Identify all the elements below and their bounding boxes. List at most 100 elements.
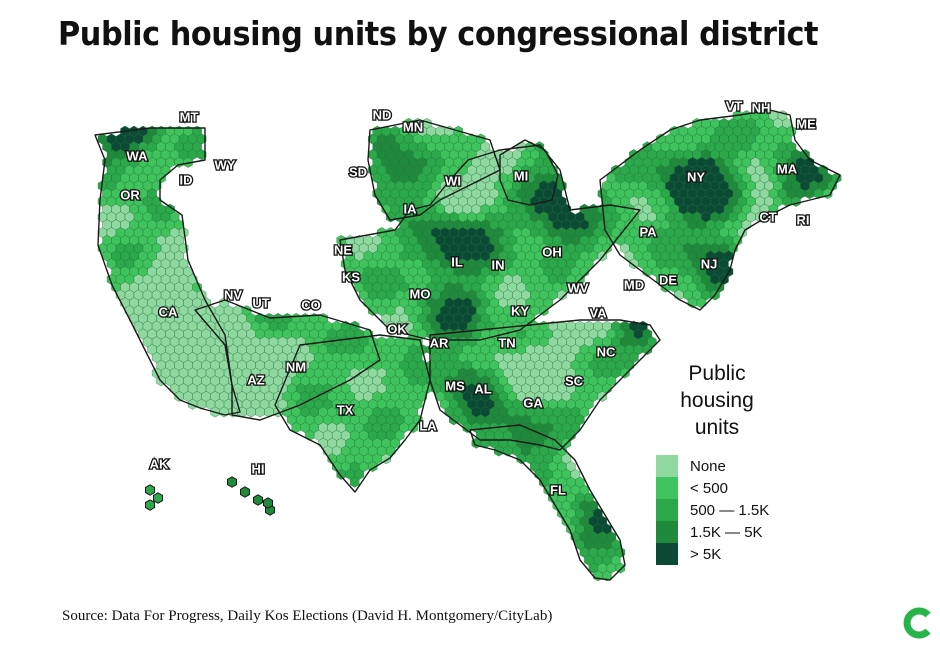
state-label-mo: MO	[410, 286, 431, 301]
state-label-ny: NY	[687, 169, 705, 184]
district-hex	[145, 484, 155, 496]
state-label-wa: WA	[127, 148, 149, 163]
state-label-nm: NM	[286, 359, 306, 374]
state-label-va: VA	[589, 305, 607, 320]
state-label-ks: KS	[342, 269, 360, 284]
legend-swatch	[656, 455, 678, 477]
state-label-oh: OH	[542, 244, 562, 259]
state-label-ia: IA	[404, 201, 418, 216]
state-label-mi: MI	[514, 168, 528, 183]
state-label-sd: SD	[349, 164, 367, 179]
citylab-logo	[903, 607, 931, 639]
district-hex	[615, 562, 626, 574]
state-label-al: AL	[474, 381, 491, 396]
state-label-co: CO	[301, 297, 321, 312]
state-label-il: IL	[451, 254, 463, 269]
legend-title-line: Public	[688, 362, 746, 385]
district-hex	[240, 486, 250, 498]
legend-label: 500 — 1.5K	[690, 501, 770, 519]
state-label-nj: NJ	[701, 256, 718, 271]
source-note: Source: Data For Progress, Daily Kos Ele…	[62, 608, 553, 624]
legend-swatch	[656, 499, 678, 521]
state-label-fl: FL	[550, 482, 566, 497]
state-labels: MT ND MN WA WY ID OR SD WI MI VT NH ME MA NY CT RI PA NJ IA…	[119, 97, 817, 499]
state-border	[94, 127, 241, 416]
state-label-md: MD	[624, 277, 644, 292]
legend-items: None < 500 500 — 1.5K 1.5K — 5K > 5K	[656, 455, 792, 565]
state-label-ms: MS	[445, 378, 465, 393]
state-border	[339, 144, 641, 341]
legend-swatch	[656, 477, 678, 499]
state-label-sc: SC	[565, 373, 584, 388]
state-label-nv: NV	[224, 287, 242, 302]
state-label-ri: RI	[797, 212, 810, 227]
state-label-wy: WY	[215, 157, 236, 172]
state-label-nd: ND	[373, 107, 392, 122]
state-label-ma: MA	[777, 161, 798, 176]
state-label-mn: MN	[403, 119, 423, 134]
state-label-mt: MT	[180, 109, 199, 124]
district-hex	[253, 494, 263, 506]
district-hex	[557, 289, 567, 301]
state-label-la: LA	[419, 418, 437, 433]
legend-label: 1.5K — 5K	[690, 523, 763, 541]
legend-title: Public housing units	[652, 360, 782, 441]
state-border	[274, 334, 431, 493]
legend-item-1.5k-5k: 1.5K — 5K	[656, 521, 792, 543]
legend-item-none: None	[656, 455, 792, 477]
state-label-nh: NH	[752, 100, 771, 115]
district-hexes	[97, 110, 842, 582]
state-border	[194, 299, 381, 421]
state-label-ar: AR	[430, 335, 449, 350]
district-hex	[183, 156, 193, 168]
chart-title: Public housing units by congressional di…	[58, 14, 819, 53]
state-label-vt: VT	[726, 98, 743, 113]
legend-swatch	[656, 543, 678, 565]
legend-item-500-1.5k: 500 — 1.5K	[656, 499, 792, 521]
state-label-ga: GA	[523, 395, 543, 410]
state-label-ca: CA	[159, 304, 178, 319]
state-label-wv: WV	[568, 280, 589, 295]
state-label-me: ME	[796, 116, 816, 131]
state-label-in: IN	[492, 257, 505, 272]
district-hex	[145, 499, 155, 511]
district-hex	[263, 497, 273, 509]
state-border	[599, 109, 841, 311]
legend-label: < 500	[690, 479, 728, 497]
legend-title-line: units	[694, 416, 740, 439]
state-label-de: DE	[659, 272, 677, 287]
legend: Public housing units None < 500 500 — 1.…	[652, 360, 792, 565]
district-hex	[196, 149, 207, 161]
state-label-id: ID	[180, 172, 193, 187]
state-label-az: AZ	[247, 372, 264, 387]
district-hex	[620, 367, 630, 379]
legend-item-lt500: < 500	[656, 477, 792, 499]
district-hex	[227, 476, 237, 488]
state-label-pa: PA	[639, 224, 657, 239]
state-label-ne: NE	[334, 242, 352, 257]
state-border	[429, 319, 661, 451]
district-hex	[153, 492, 163, 504]
state-label-wi: WI	[445, 173, 461, 188]
state-border	[499, 139, 559, 206]
legend-swatch	[656, 521, 678, 543]
state-label-hi: HI	[252, 461, 265, 476]
state-borders	[94, 109, 841, 581]
state-label-tn: TN	[498, 335, 515, 350]
state-label-ok: OK	[387, 321, 407, 336]
state-label-ut: UT	[252, 295, 269, 310]
state-label-or: OR	[120, 187, 140, 202]
legend-item-gt5k: > 5K	[656, 543, 792, 565]
state-border	[469, 424, 626, 581]
state-label-tx: TX	[337, 402, 354, 417]
legend-label: None	[690, 457, 726, 475]
state-label-ct: CT	[759, 209, 776, 224]
state-label-ak: AK	[150, 456, 169, 471]
legend-label: > 5K	[690, 545, 722, 563]
district-hex	[642, 344, 653, 356]
legend-title-line: housing	[680, 389, 754, 412]
state-border	[367, 119, 501, 221]
state-label-nc: NC	[597, 344, 616, 359]
state-label-ky: KY	[511, 303, 529, 318]
